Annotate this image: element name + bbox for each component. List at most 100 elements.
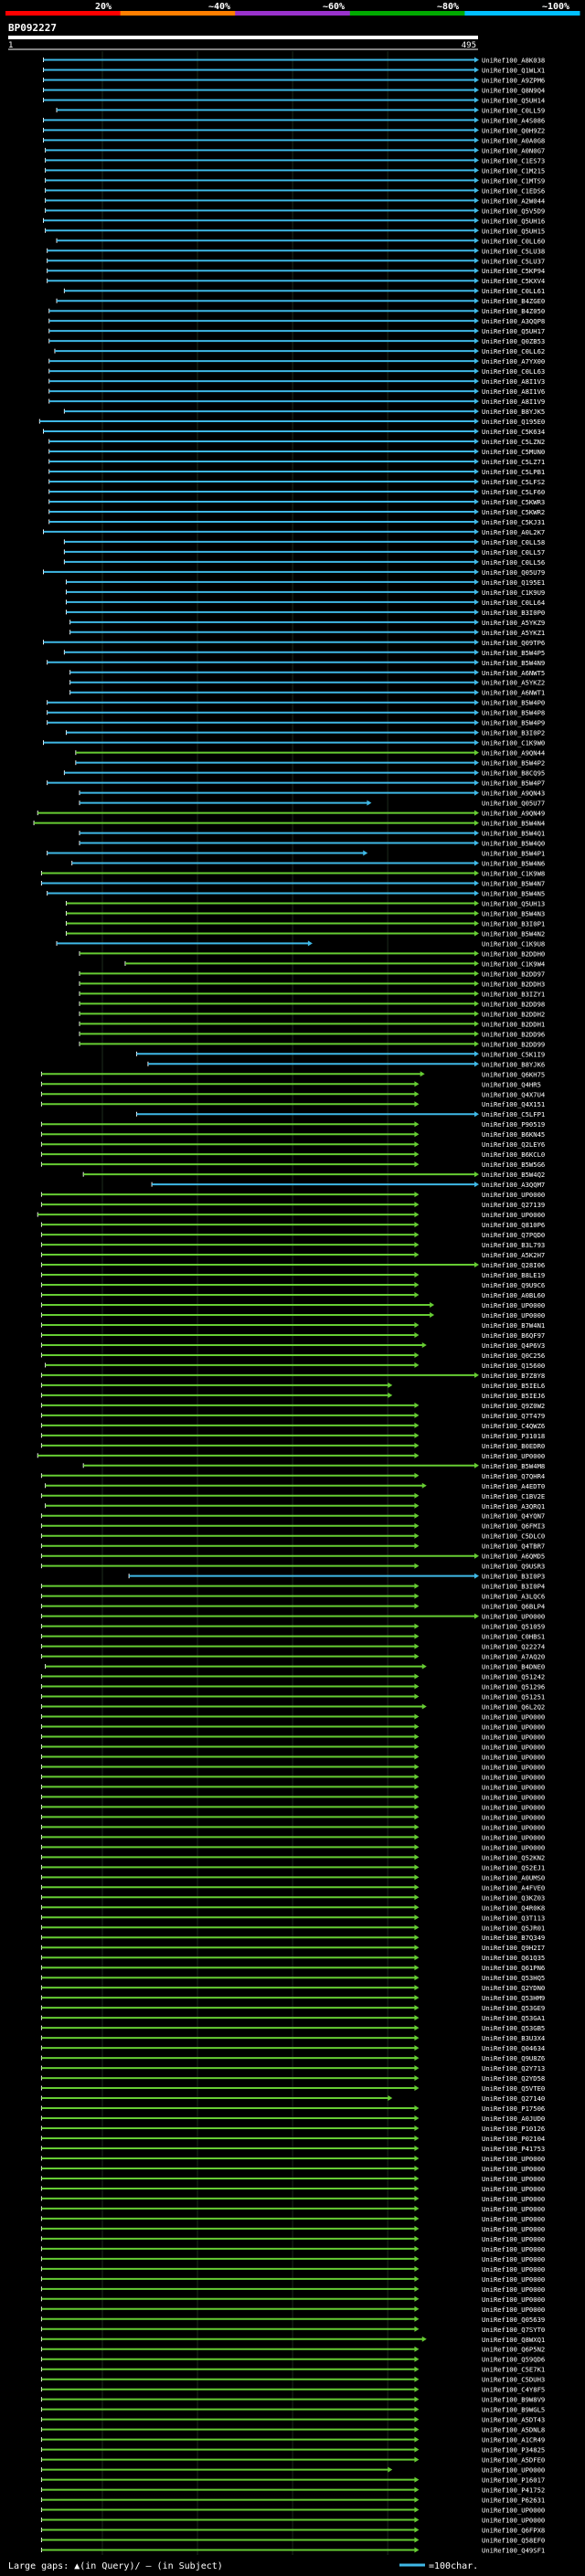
hit-label[interactable]: UniRef100_B3U3X4: [482, 2034, 545, 2042]
hit-label[interactable]: UniRef100_C5KJ31: [482, 518, 545, 526]
hit-label[interactable]: UniRef100_B4DNE0: [482, 1663, 545, 1671]
hit-label[interactable]: UniRef100_A4FVE0: [482, 1883, 545, 1892]
hit-label[interactable]: UniRef100_Q52KN2: [482, 1853, 545, 1861]
hit-label[interactable]: UniRef100_Q28I06: [482, 1261, 545, 1269]
hit-label[interactable]: UniRef100_Q195E0: [482, 418, 545, 426]
hit-label[interactable]: UniRef100_UP0000: [482, 2175, 545, 2183]
hit-label[interactable]: UniRef100_UP0000: [482, 1823, 545, 1831]
hit-label[interactable]: UniRef100_B7W4N1: [482, 1321, 545, 1330]
hit-label[interactable]: UniRef100_A9QN44: [482, 749, 545, 758]
hit-label[interactable]: UniRef100_B2DDH2: [482, 1010, 545, 1018]
hit-label[interactable]: UniRef100_Q9U9C6: [482, 1281, 545, 1289]
hit-label[interactable]: UniRef100_B6QF97: [482, 1331, 545, 1340]
hit-label[interactable]: UniRef100_Q195E1: [482, 578, 545, 587]
hit-label[interactable]: UniRef100_C0LL61: [482, 287, 545, 295]
hit-label[interactable]: UniRef100_B5W4Q1: [482, 830, 545, 838]
hit-label[interactable]: UniRef100_UP0000: [482, 1713, 545, 1722]
hit-label[interactable]: UniRef100_UP0000: [482, 1803, 545, 1811]
hit-label[interactable]: UniRef100_C5KWR2: [482, 508, 545, 516]
hit-label[interactable]: UniRef100_UP0000: [482, 1191, 545, 1199]
hit-label[interactable]: UniRef100_B2DD98: [482, 1000, 545, 1008]
hit-label[interactable]: UniRef100_B5W4N2: [482, 929, 545, 938]
hit-label[interactable]: UniRef100_UP0000: [482, 2215, 545, 2223]
hit-label[interactable]: UniRef100_Q4X151: [482, 1100, 545, 1108]
hit-label[interactable]: UniRef100_A2W044: [482, 196, 545, 205]
hit-label[interactable]: UniRef100_A4S086: [482, 116, 545, 124]
hit-label[interactable]: UniRef100_Q53GE9: [482, 2004, 545, 2012]
hit-label[interactable]: UniRef100_C1ES73: [482, 156, 545, 164]
hit-label[interactable]: UniRef100_B3I0P3: [482, 1573, 545, 1581]
hit-label[interactable]: UniRef100_B5W4N6: [482, 860, 545, 868]
hit-label[interactable]: UniRef100_UP0000: [482, 1773, 545, 1781]
hit-label[interactable]: UniRef100_UP0000: [482, 1311, 545, 1320]
hit-label[interactable]: UniRef100_P17506: [482, 2104, 545, 2113]
hit-label[interactable]: UniRef100_Q61Q35: [482, 1954, 545, 1962]
hit-label[interactable]: UniRef100_B5W4M8: [482, 1462, 545, 1470]
hit-label[interactable]: UniRef100_Q5UH14: [482, 96, 545, 104]
hit-label[interactable]: UniRef100_A5YKZ1: [482, 629, 545, 637]
hit-label[interactable]: UniRef100_A5DFE0: [482, 2456, 545, 2465]
hit-label[interactable]: UniRef100_Q0C256: [482, 1352, 545, 1360]
hit-label[interactable]: UniRef100_C0LL64: [482, 599, 545, 607]
hit-label[interactable]: UniRef100_Q2LEY6: [482, 1140, 545, 1149]
hit-label[interactable]: UniRef100_UP0000: [482, 1733, 545, 1741]
hit-label[interactable]: UniRef100_C5LFS2: [482, 478, 545, 486]
hit-label[interactable]: UniRef100_A0A0G8: [482, 136, 545, 144]
hit-label[interactable]: UniRef100_C5LU38: [482, 247, 545, 255]
hit-label[interactable]: UniRef100_UP0000: [482, 2507, 545, 2515]
hit-label[interactable]: UniRef100_UP0000: [482, 1783, 545, 1791]
hit-label[interactable]: UniRef100_B2DD97: [482, 970, 545, 978]
hit-label[interactable]: UniRef100_C0LL63: [482, 367, 545, 376]
hit-label[interactable]: UniRef100_Q53HM9: [482, 1994, 545, 2002]
hit-label[interactable]: UniRef100_C0HBS1: [482, 1633, 545, 1641]
hit-label[interactable]: UniRef100_UP0000: [482, 2205, 545, 2213]
hit-label[interactable]: UniRef100_B5W4P5: [482, 649, 545, 657]
hit-label[interactable]: UniRef100_Q05U77: [482, 800, 545, 808]
hit-label[interactable]: UniRef100_Q9U8Z6: [482, 2054, 545, 2062]
hit-label[interactable]: UniRef100_A0BL60: [482, 1291, 545, 1299]
hit-label[interactable]: UniRef100_B5W4N5: [482, 889, 545, 897]
hit-label[interactable]: UniRef100_Q51296: [482, 1683, 545, 1691]
hit-label[interactable]: UniRef100_Q22274: [482, 1643, 545, 1651]
hit-label[interactable]: UniRef100_C0LL62: [482, 347, 545, 355]
hit-label[interactable]: UniRef100_Q59QD6: [482, 2356, 545, 2364]
hit-label[interactable]: UniRef100_C1BV2E: [482, 1492, 545, 1500]
hit-label[interactable]: UniRef100_C1M215: [482, 166, 545, 175]
hit-label[interactable]: UniRef100_B5W4N9: [482, 659, 545, 667]
hit-label[interactable]: UniRef100_C5LF60: [482, 488, 545, 496]
hit-label[interactable]: UniRef100_Q15600: [482, 1362, 545, 1370]
hit-label[interactable]: UniRef100_P02104: [482, 2135, 545, 2143]
hit-label[interactable]: UniRef100_Q9Z0W2: [482, 1402, 545, 1410]
hit-label[interactable]: UniRef100_C1K9W0: [482, 739, 545, 747]
hit-label[interactable]: UniRef100_Q7QHR4: [482, 1472, 545, 1480]
hit-label[interactable]: UniRef100_B5W4P0: [482, 699, 545, 707]
hit-label[interactable]: UniRef100_C5DUH3: [482, 2376, 545, 2384]
hit-label[interactable]: UniRef100_Q8N9Q4: [482, 86, 545, 94]
hit-label[interactable]: UniRef100_UP0000: [482, 2195, 545, 2203]
hit-label[interactable]: UniRef100_P16017: [482, 2476, 545, 2485]
hit-label[interactable]: UniRef100_B3I0P4: [482, 1583, 545, 1591]
hit-label[interactable]: UniRef100_C5KP94: [482, 267, 545, 275]
hit-label[interactable]: UniRef100_A3QQM7: [482, 1181, 545, 1189]
hit-label[interactable]: UniRef100_Q5UH17: [482, 327, 545, 335]
hit-label[interactable]: UniRef100_B8LE19: [482, 1271, 545, 1279]
hit-label[interactable]: UniRef100_C5DLC0: [482, 1532, 545, 1541]
hit-label[interactable]: UniRef100_UP0000: [482, 2275, 545, 2284]
hit-label[interactable]: UniRef100_B2DD99: [482, 1040, 545, 1048]
hit-label[interactable]: UniRef100_A9QN43: [482, 790, 545, 798]
hit-label[interactable]: UniRef100_C5LPB1: [482, 468, 545, 476]
hit-label[interactable]: UniRef100_Q5UH16: [482, 217, 545, 225]
hit-label[interactable]: UniRef100_Q05U79: [482, 568, 545, 577]
hit-label[interactable]: UniRef100_A5DT43: [482, 2416, 545, 2424]
hit-label[interactable]: UniRef100_Q58EF0: [482, 2537, 545, 2545]
hit-label[interactable]: UniRef100_A5YKZ2: [482, 679, 545, 687]
hit-label[interactable]: UniRef100_UP0000: [482, 1743, 545, 1751]
hit-label[interactable]: UniRef100_B2DD96: [482, 1030, 545, 1038]
hit-label[interactable]: UniRef100_Q5JR01: [482, 1924, 545, 1932]
hit-label[interactable]: UniRef100_P41752: [482, 2486, 545, 2495]
hit-label[interactable]: UniRef100_UP0000: [482, 2225, 545, 2233]
hit-label[interactable]: UniRef100_A9ZPM6: [482, 76, 545, 84]
hit-label[interactable]: UniRef100_A4EDT0: [482, 1482, 545, 1490]
hit-label[interactable]: UniRef100_B5W4P8: [482, 709, 545, 717]
hit-label[interactable]: UniRef100_Q53GA1: [482, 2014, 545, 2022]
